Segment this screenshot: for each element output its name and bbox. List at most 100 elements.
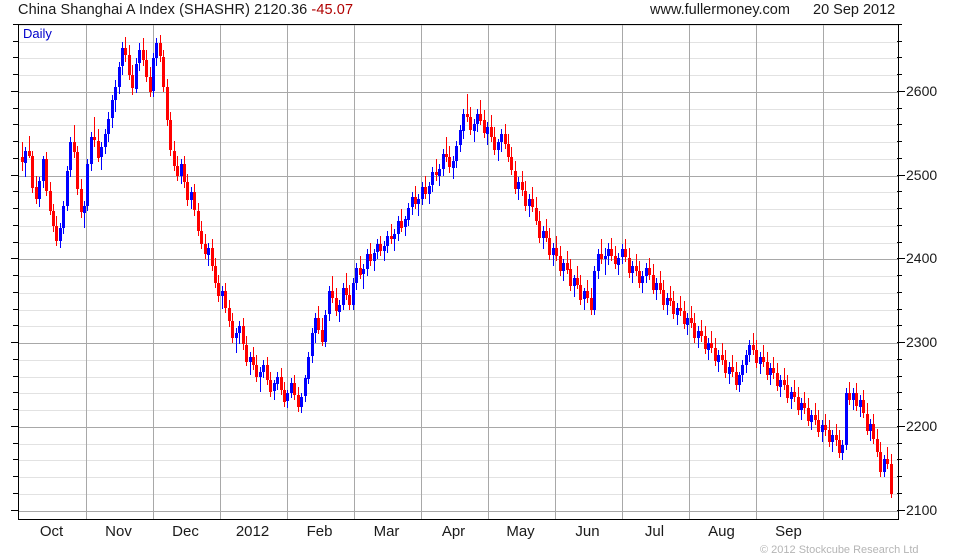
candle-wick <box>636 254 637 276</box>
candle-body <box>55 226 58 241</box>
candle-body <box>824 425 827 430</box>
x-axis-label: Apr <box>441 523 466 540</box>
candle-body <box>814 415 817 420</box>
candle-body <box>810 415 813 422</box>
candle-body <box>607 249 610 256</box>
candle-body <box>366 254 369 269</box>
candle-body <box>249 357 252 362</box>
y-axis-tick-left <box>13 309 18 310</box>
candle-body <box>424 187 427 194</box>
candle-body <box>835 435 838 440</box>
gridline-major-v <box>622 25 623 519</box>
y-axis-tick <box>897 409 902 410</box>
candle-body <box>566 263 569 270</box>
y-axis-tick-left <box>13 359 18 360</box>
candle-body <box>883 459 886 472</box>
y-axis-label: 2100 <box>906 502 938 518</box>
candle-body <box>49 191 52 211</box>
candle-body <box>535 208 538 221</box>
x-axis-label: Dec <box>172 523 199 540</box>
y-axis-tick-left <box>11 258 18 259</box>
candle-body <box>628 258 631 273</box>
candle-body <box>124 48 127 55</box>
candle-body <box>542 231 545 238</box>
candle-body <box>821 425 824 432</box>
candle-body <box>473 124 476 131</box>
candle-body <box>683 311 686 324</box>
candle-body <box>586 291 589 298</box>
candle-body <box>304 378 307 396</box>
candle-body <box>697 331 700 338</box>
candle-wick <box>260 367 261 392</box>
candle-body <box>559 256 562 271</box>
candle-body <box>545 231 548 238</box>
candle-body <box>173 151 176 166</box>
candle-body <box>745 355 748 365</box>
gridline-minor-h <box>19 393 898 394</box>
candle-wick <box>360 256 361 279</box>
gridline-major-h <box>19 427 898 428</box>
candle-body <box>211 248 214 266</box>
gridline-minor-h <box>19 58 898 59</box>
gridline-major-h <box>19 259 898 260</box>
candle-body <box>200 231 203 244</box>
candle-wick <box>498 139 499 161</box>
candle-body <box>617 258 620 265</box>
last-price: 2120.36 <box>254 2 308 18</box>
y-axis-tick-left <box>13 208 18 209</box>
y-axis-tick-left <box>13 459 18 460</box>
candle-body <box>69 142 72 170</box>
candle-wick <box>401 209 402 232</box>
candle-body <box>259 372 262 377</box>
candle-body <box>362 269 365 274</box>
chart-title: China Shanghai A Index (SHASHR) 2120.36 … <box>18 2 353 18</box>
candle-wick <box>584 288 585 310</box>
candle-body <box>593 271 596 310</box>
candle-body <box>579 285 582 300</box>
y-axis-tick <box>897 292 902 293</box>
candle-body <box>214 266 217 283</box>
candle-body <box>524 191 527 206</box>
candle-body <box>269 380 272 392</box>
candle-body <box>76 152 79 189</box>
candle-body <box>217 283 220 296</box>
y-axis-tick <box>897 208 902 209</box>
candle-body <box>604 256 607 259</box>
candle-body <box>390 236 393 239</box>
y-axis-tick <box>897 275 902 276</box>
gridline-minor-h <box>19 494 898 495</box>
candle-body <box>369 254 372 261</box>
candle-body <box>438 169 441 176</box>
candle-body <box>152 58 155 91</box>
candle-body <box>476 114 479 124</box>
gridline-minor-h <box>19 192 898 193</box>
candle-body <box>262 365 265 372</box>
candle-body <box>224 291 227 308</box>
y-axis-tick-left <box>13 124 18 125</box>
candle-body <box>417 199 420 204</box>
y-axis-label: 2200 <box>906 418 938 434</box>
candle-body <box>335 298 338 311</box>
y-axis-tick <box>897 141 902 142</box>
candle-body <box>614 256 617 264</box>
y-axis-tick <box>897 258 905 259</box>
candle-wick <box>446 137 447 162</box>
candle-wick <box>436 159 437 181</box>
y-axis-tick-left <box>13 242 18 243</box>
candle-body <box>283 390 286 402</box>
candle-wick <box>394 229 395 251</box>
candle-body <box>741 365 744 375</box>
candle-wick <box>794 380 795 402</box>
x-axis-label: Oct <box>39 523 64 540</box>
chart-plot-area: Daily <box>18 24 899 520</box>
y-axis-tick-left <box>13 225 18 226</box>
candle-body <box>635 266 638 271</box>
candle-body <box>652 275 655 290</box>
candle-body <box>397 221 400 234</box>
candle-wick <box>22 142 23 171</box>
candle-wick <box>84 201 85 228</box>
gridline-minor-h <box>19 109 898 110</box>
candle-body <box>776 373 779 386</box>
candle-body <box>793 392 796 397</box>
